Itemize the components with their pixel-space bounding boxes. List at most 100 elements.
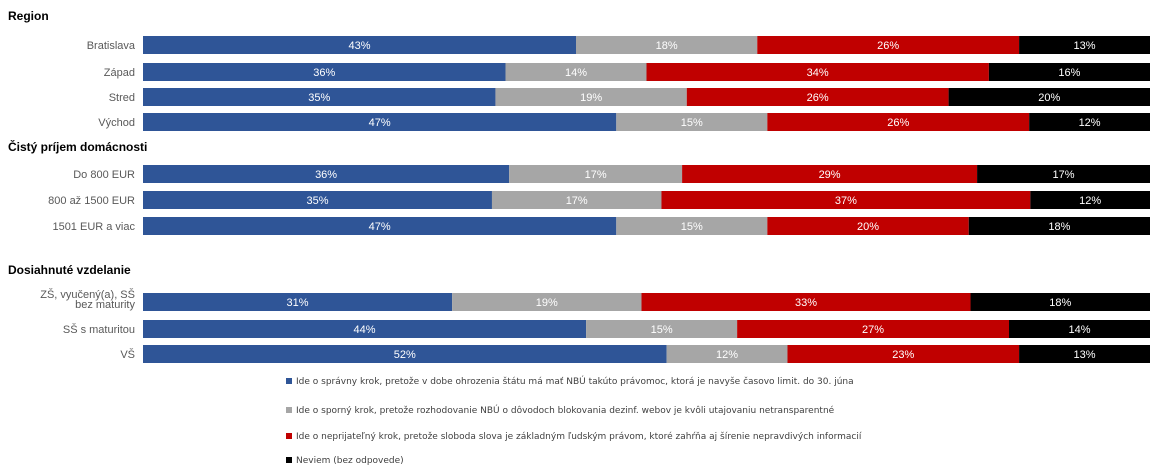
- value-label-1501-eur-a-viac-series-2: 15%: [681, 221, 703, 233]
- value-label-stred-series-3: 26%: [807, 92, 829, 104]
- bar-do-800-eur-series-4: [977, 165, 1150, 183]
- bar-stred-series-2: [495, 88, 687, 106]
- value-label-vychod-series-4: 12%: [1079, 117, 1101, 129]
- bar-1501-eur-a-viac-series-4: [968, 217, 1150, 235]
- bar-vychod-series-2: [616, 113, 768, 131]
- bar-800-az-1500-eur-series-2: [491, 191, 662, 209]
- bar-do-800-eur-series-1: [143, 165, 510, 183]
- value-label-zs-vyuceny-a-ss-bez-maturity-series-2: 19%: [536, 297, 558, 309]
- bar-bratislava-series-1: [143, 36, 577, 54]
- bar-zapad-series-2: [505, 63, 647, 81]
- bar-ss-s-maturitou-series-3: [737, 320, 1010, 338]
- bar-stred-series-4: [948, 88, 1150, 106]
- group-title-dosiahnute-vzdelanie: Dosiahnuté vzdelanie: [8, 263, 131, 277]
- value-label-1501-eur-a-viac-series-1: 47%: [369, 221, 391, 233]
- bar-800-az-1500-eur-series-4: [1030, 191, 1150, 209]
- value-label-vs-series-1: 52%: [394, 349, 416, 361]
- value-label-800-az-1500-eur-series-4: 12%: [1079, 195, 1101, 207]
- bar-ss-s-maturitou-series-2: [586, 320, 738, 338]
- value-label-do-800-eur-series-4: 17%: [1053, 169, 1075, 181]
- value-label-zs-vyuceny-a-ss-bez-maturity-series-3: 33%: [795, 297, 817, 309]
- category-label-do-800-eur: Do 800 EUR: [73, 169, 135, 181]
- value-label-bratislava-series-2: 18%: [656, 40, 678, 52]
- bar-800-az-1500-eur-series-1: [143, 191, 492, 209]
- value-label-stred-series-4: 20%: [1038, 92, 1060, 104]
- bar-ss-s-maturitou-series-1: [143, 320, 587, 338]
- bar-do-800-eur-series-2: [509, 165, 683, 183]
- category-label-stred: Stred: [109, 92, 135, 104]
- bar-zs-vyuceny-a-ss-bez-maturity-series-2: [452, 293, 642, 311]
- value-label-zapad-series-4: 16%: [1058, 67, 1080, 79]
- value-label-zs-vyuceny-a-ss-bez-maturity-series-4: 18%: [1049, 297, 1071, 309]
- value-label-vychod-series-3: 26%: [887, 117, 909, 129]
- value-label-zapad-series-3: 34%: [807, 67, 829, 79]
- bar-vychod-series-3: [767, 113, 1030, 131]
- value-label-vs-series-3: 23%: [892, 349, 914, 361]
- category-label-1501-eur-a-viac: 1501 EUR a viac: [52, 221, 135, 233]
- bar-vychod-series-4: [1029, 113, 1150, 131]
- value-label-stred-series-1: 35%: [308, 92, 330, 104]
- bar-vs-series-3: [787, 345, 1020, 363]
- bar-vs-series-4: [1019, 345, 1150, 363]
- bar-zs-vyuceny-a-ss-bez-maturity-series-1: [143, 293, 453, 311]
- bar-zs-vyuceny-a-ss-bez-maturity-series-4: [970, 293, 1150, 311]
- bar-do-800-eur-series-3: [682, 165, 978, 183]
- bar-vs-series-1: [143, 345, 667, 363]
- legend-swatch-2: [286, 407, 292, 413]
- legend-label-4: Neviem (bez odpovede): [296, 456, 404, 466]
- value-label-do-800-eur-series-1: 36%: [315, 169, 337, 181]
- value-label-vs-series-2: 12%: [716, 349, 738, 361]
- category-label-ss-s-maturitou: SŠ s maturitou: [63, 323, 135, 336]
- value-label-stred-series-2: 19%: [580, 92, 602, 104]
- bar-1501-eur-a-viac-series-3: [767, 217, 969, 235]
- legend-swatch-3: [286, 433, 292, 439]
- bar-stred-series-3: [686, 88, 949, 106]
- category-label-800-az-1500-eur: 800 až 1500 EUR: [48, 195, 135, 207]
- bar-bratislava-series-3: [757, 36, 1020, 54]
- value-label-ss-s-maturitou-series-4: 14%: [1068, 324, 1090, 336]
- value-label-do-800-eur-series-3: 29%: [819, 169, 841, 181]
- value-label-800-az-1500-eur-series-3: 37%: [835, 195, 857, 207]
- value-label-zs-vyuceny-a-ss-bez-maturity-series-1: 31%: [287, 297, 309, 309]
- bar-zapad-series-3: [646, 63, 989, 81]
- group-title-region: Region: [8, 9, 49, 23]
- value-label-vs-series-4: 13%: [1074, 349, 1096, 361]
- bar-bratislava-series-4: [1019, 36, 1150, 54]
- value-label-bratislava-series-4: 13%: [1074, 40, 1096, 52]
- category-label-vs: VŠ: [120, 348, 135, 361]
- legend-swatch-4: [286, 457, 292, 463]
- bar-vs-series-2: [666, 345, 788, 363]
- bar-zapad-series-1: [143, 63, 506, 81]
- category-label-vychod: Východ: [98, 117, 135, 129]
- bar-stred-series-1: [143, 88, 496, 106]
- value-label-do-800-eur-series-2: 17%: [585, 169, 607, 181]
- value-label-800-az-1500-eur-series-1: 35%: [306, 195, 328, 207]
- category-label-zs-vyuceny-a-ss-bez-maturity: ZŠ, vyučený(a), SŠ bez maturity: [40, 288, 135, 311]
- value-label-800-az-1500-eur-series-2: 17%: [566, 195, 588, 207]
- value-label-vychod-series-1: 47%: [369, 117, 391, 129]
- value-label-ss-s-maturitou-series-2: 15%: [651, 324, 673, 336]
- category-label-bratislava: Bratislava: [87, 40, 136, 52]
- value-label-bratislava-series-3: 26%: [877, 40, 899, 52]
- value-label-bratislava-series-1: 43%: [348, 40, 370, 52]
- group-title-cisty-prijem-domacnosti: Čistý príjem domácnosti: [8, 139, 147, 154]
- legend-label-3: Ide o neprijateľný krok, pretože sloboda…: [296, 431, 862, 442]
- value-label-1501-eur-a-viac-series-4: 18%: [1048, 221, 1070, 233]
- bar-1501-eur-a-viac-series-1: [143, 217, 617, 235]
- value-label-vychod-series-2: 15%: [681, 117, 703, 129]
- value-label-ss-s-maturitou-series-1: 44%: [354, 324, 376, 336]
- value-label-1501-eur-a-viac-series-3: 20%: [857, 221, 879, 233]
- legend-swatch-1: [286, 378, 292, 384]
- value-label-zapad-series-1: 36%: [313, 67, 335, 79]
- bar-zapad-series-4: [988, 63, 1150, 81]
- category-label-zapad: Západ: [104, 67, 135, 79]
- legend-label-2: Ide o sporný krok, pretože rozhodovanie …: [296, 404, 835, 416]
- bar-1501-eur-a-viac-series-2: [616, 217, 768, 235]
- value-label-zapad-series-2: 14%: [565, 67, 587, 79]
- bar-800-az-1500-eur-series-3: [661, 191, 1031, 209]
- bar-bratislava-series-2: [576, 36, 758, 54]
- bar-vychod-series-1: [143, 113, 617, 131]
- bar-ss-s-maturitou-series-4: [1009, 320, 1150, 338]
- value-label-ss-s-maturitou-series-3: 27%: [862, 324, 884, 336]
